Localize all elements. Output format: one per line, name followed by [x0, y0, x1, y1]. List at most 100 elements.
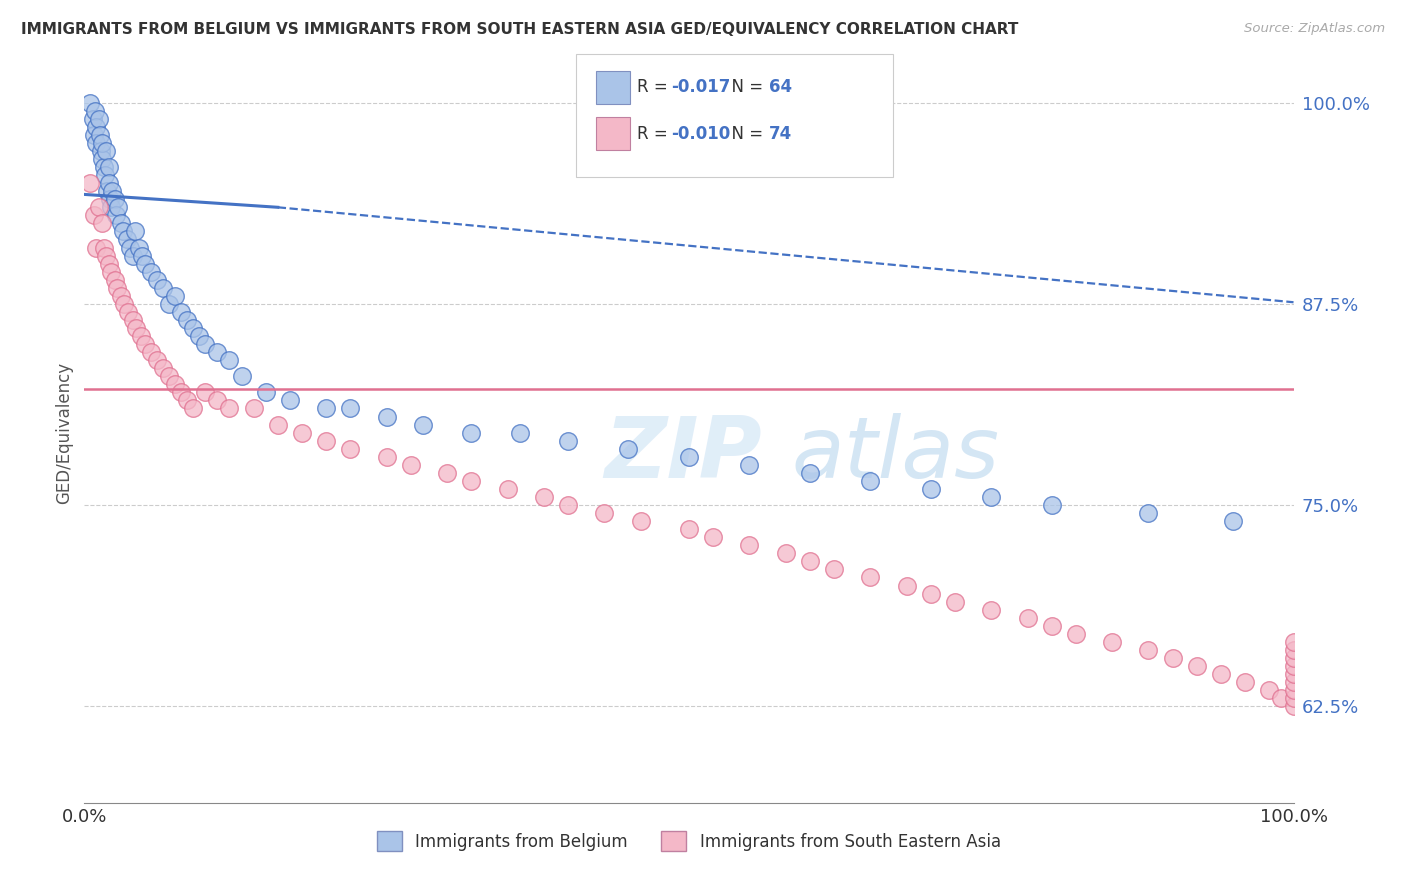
Point [1282, 675, 1305, 690]
Point [91, 152, 114, 166]
Point [97, 176, 120, 190]
Text: R =: R = [637, 125, 673, 143]
Point [1282, 651, 1305, 665]
Point [121, 249, 143, 263]
Point [125, 321, 148, 335]
Point [207, 345, 229, 359]
Point [1064, 627, 1087, 641]
Point [104, 192, 127, 206]
Point [181, 321, 204, 335]
Point [920, 482, 942, 496]
Point [339, 442, 361, 456]
Point [278, 393, 301, 408]
Point [181, 401, 204, 416]
Point [121, 313, 143, 327]
Point [593, 506, 616, 520]
Point [980, 490, 1002, 504]
Point [84, 103, 107, 118]
Text: -0.017: -0.017 [671, 78, 730, 96]
Point [86, 240, 108, 254]
Point [104, 273, 127, 287]
Point [1282, 643, 1305, 657]
Point [315, 434, 337, 448]
Point [678, 450, 700, 464]
Point [231, 369, 253, 384]
Point [146, 273, 169, 287]
Legend: Immigrants from Belgium, Immigrants from South Eastern Asia: Immigrants from Belgium, Immigrants from… [370, 825, 1008, 857]
Point [896, 578, 918, 592]
Point [1270, 691, 1292, 706]
Point [1137, 506, 1160, 520]
Point [157, 369, 180, 384]
Point [146, 353, 169, 368]
Point [129, 329, 152, 343]
Point [97, 257, 120, 271]
Point [630, 514, 652, 528]
Point [1137, 643, 1160, 657]
Point [90, 144, 112, 158]
Point [115, 232, 138, 246]
Point [104, 208, 127, 222]
Point [139, 345, 162, 359]
Text: N =: N = [721, 125, 769, 143]
Point [194, 385, 217, 400]
Point [105, 281, 128, 295]
Point [339, 401, 361, 416]
Point [79, 176, 101, 190]
Point [460, 474, 482, 488]
Point [139, 265, 162, 279]
Point [496, 482, 519, 496]
Point [112, 224, 135, 238]
Point [112, 297, 135, 311]
Point [1234, 675, 1257, 690]
Point [110, 216, 132, 230]
Point [134, 257, 156, 271]
Point [799, 466, 821, 480]
Point [100, 265, 122, 279]
Point [218, 353, 240, 368]
Point [399, 458, 422, 472]
Point [188, 329, 211, 343]
Point [1282, 667, 1305, 681]
Point [1282, 691, 1305, 706]
Text: 74: 74 [769, 125, 793, 143]
Point [943, 594, 966, 608]
Point [1101, 635, 1123, 649]
Text: R =: R = [637, 78, 673, 96]
Point [176, 313, 198, 327]
Text: N =: N = [721, 78, 769, 96]
Point [702, 530, 724, 544]
Point [110, 289, 132, 303]
Point [375, 450, 398, 464]
Point [157, 297, 180, 311]
Point [97, 160, 120, 174]
Point [859, 570, 882, 584]
Point [93, 240, 115, 254]
Point [738, 538, 761, 552]
Point [94, 168, 117, 182]
Point [242, 401, 264, 416]
Point [94, 144, 117, 158]
Point [1017, 610, 1039, 624]
Point [412, 417, 434, 432]
Point [1282, 683, 1305, 698]
Point [557, 498, 579, 512]
Point [678, 522, 700, 536]
Point [460, 425, 482, 440]
Point [1222, 514, 1244, 528]
Point [98, 192, 121, 206]
Point [267, 417, 290, 432]
Point [1185, 659, 1208, 673]
Point [134, 337, 156, 351]
Point [436, 466, 458, 480]
Point [93, 160, 115, 174]
Point [165, 289, 187, 303]
Point [170, 305, 193, 319]
Point [86, 136, 108, 150]
Point [738, 458, 761, 472]
Point [799, 554, 821, 568]
Point [1040, 619, 1063, 633]
Point [1282, 699, 1305, 714]
Point [91, 216, 114, 230]
Point [83, 208, 105, 222]
